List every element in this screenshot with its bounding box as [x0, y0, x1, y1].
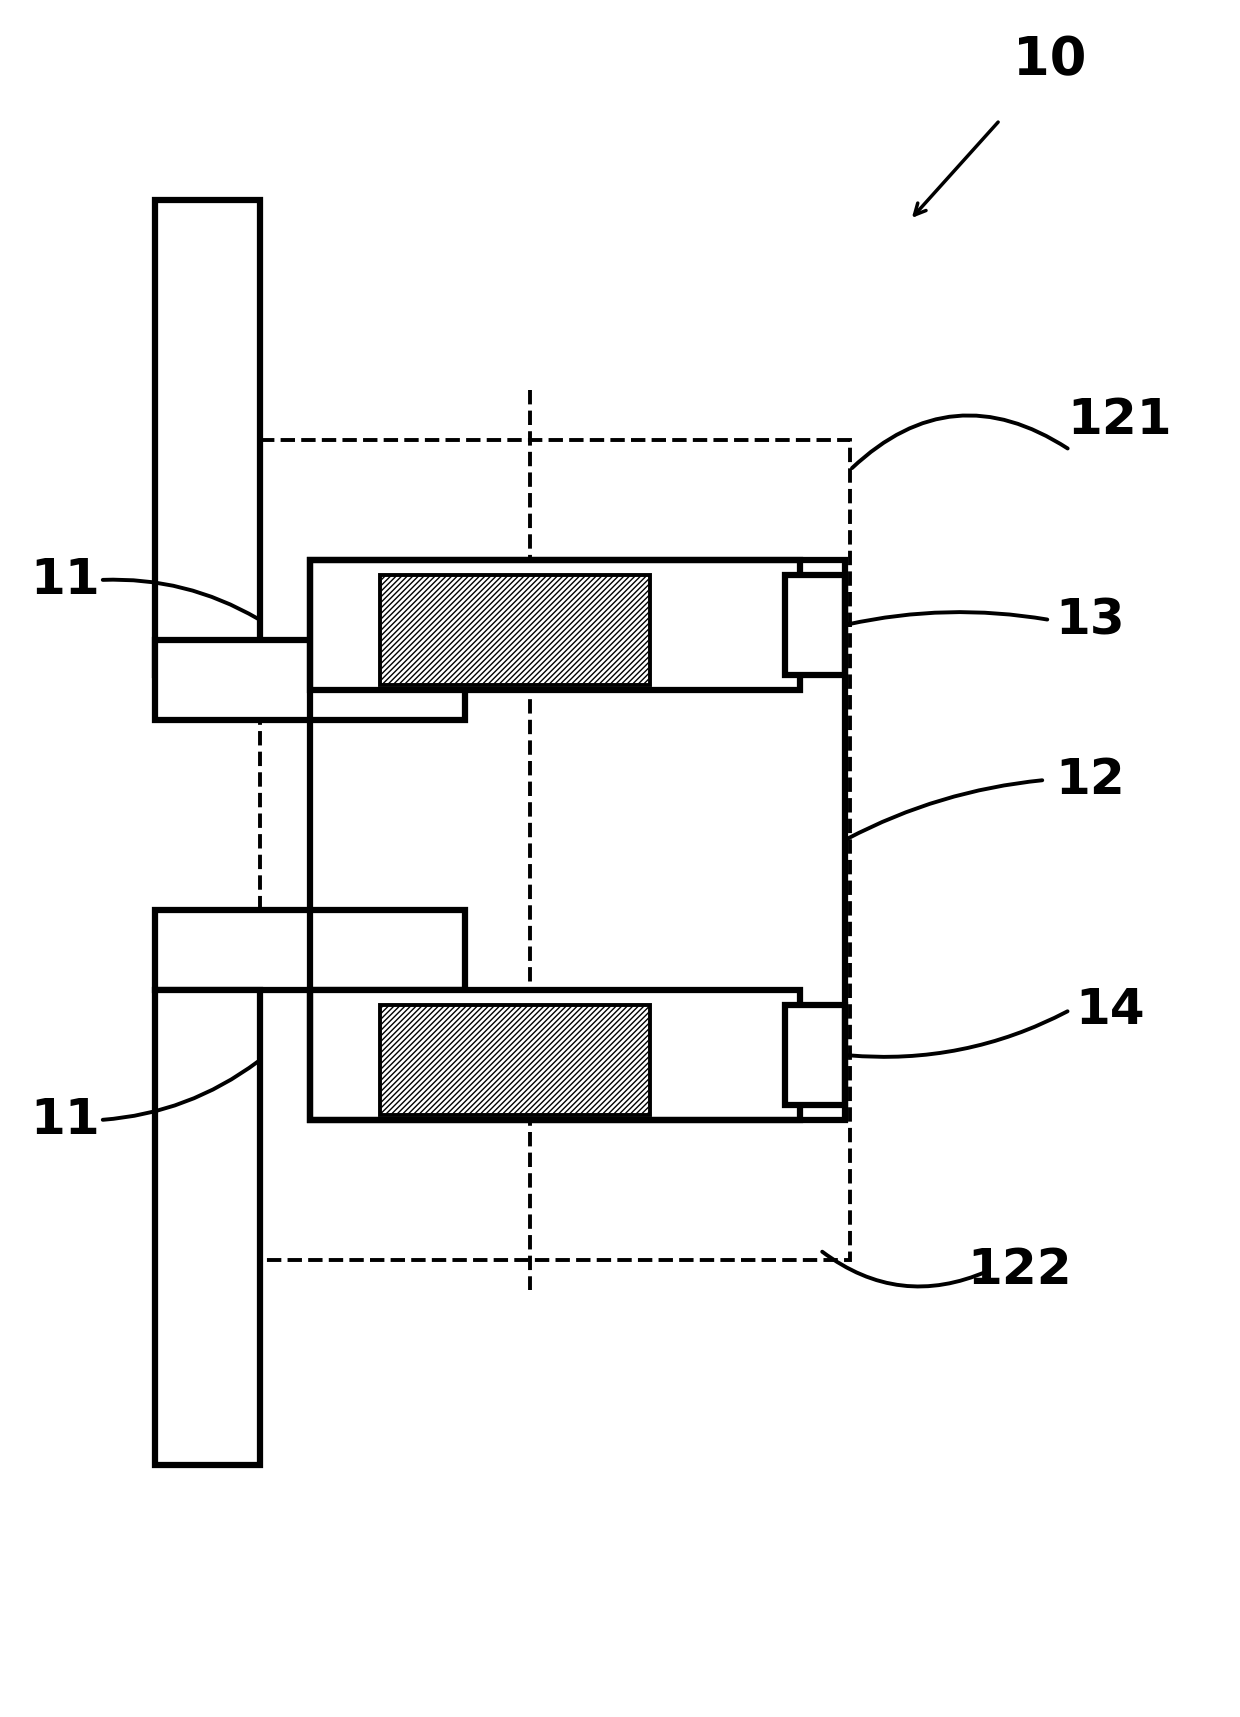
Text: 122: 122	[967, 1247, 1073, 1295]
Bar	[310, 991, 800, 1119]
Text: 11: 11	[30, 1095, 100, 1144]
Bar	[310, 560, 800, 690]
Bar	[155, 910, 465, 991]
Text: 10: 10	[1013, 34, 1086, 86]
Bar	[785, 1004, 844, 1106]
Bar	[379, 575, 650, 685]
Bar	[155, 640, 465, 719]
Bar	[155, 991, 260, 1465]
Text: 14: 14	[1075, 986, 1145, 1034]
Text: 12: 12	[1055, 755, 1125, 804]
Bar	[379, 1004, 650, 1114]
Bar	[785, 575, 844, 675]
Bar	[155, 199, 260, 675]
Text: 11: 11	[30, 556, 100, 604]
Text: 121: 121	[1068, 397, 1172, 445]
Text: 13: 13	[1055, 596, 1125, 644]
Bar	[260, 440, 849, 1260]
Bar	[310, 560, 844, 1119]
